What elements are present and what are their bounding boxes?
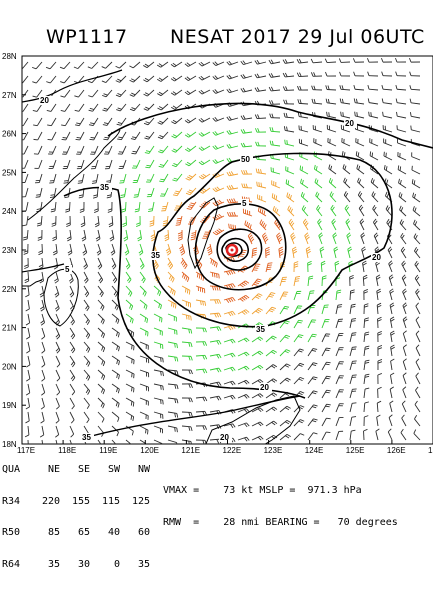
- radii-header-cell: QUA: [2, 465, 30, 476]
- storm-center-marker: [227, 245, 237, 255]
- longitude-label: 122E: [223, 446, 242, 455]
- contour-label: 20: [345, 119, 354, 128]
- contour-label: 20: [40, 96, 49, 105]
- contour-label: 50: [241, 155, 250, 164]
- radii-cell: 85: [30, 528, 60, 539]
- radii-cell: 30: [60, 560, 90, 571]
- wind-field-map: 20 35 50 5 20 35 35 35 20 20 20 5 28N 27N 26N 25N 24N 23…: [0, 0, 433, 500]
- contour-label: 20: [220, 433, 229, 442]
- longitude-label: 12: [428, 446, 433, 455]
- radii-header-cell: SW: [90, 465, 120, 476]
- radii-cell: 60: [120, 528, 150, 539]
- radii-header-cell: SE: [60, 465, 90, 476]
- contour-label: 5: [242, 199, 247, 208]
- contour-label: 5: [65, 265, 70, 274]
- radii-cell: 35: [120, 560, 150, 571]
- radii-cell: 155: [60, 497, 90, 508]
- intensity-line-vmax-mslp: VMAX = 73 kt MSLP = 971.3 hPa: [163, 486, 398, 497]
- longitude-label: 124E: [305, 446, 324, 455]
- radii-cell: 220: [30, 497, 60, 508]
- latitude-label: 24N: [2, 207, 17, 216]
- contour-label: 35: [151, 251, 160, 260]
- radii-cell: 65: [60, 528, 90, 539]
- latitude-label: 19N: [2, 401, 17, 410]
- longitude-label: 121E: [181, 446, 200, 455]
- radii-cell: 115: [90, 497, 120, 508]
- contour-label: 20: [260, 383, 269, 392]
- latitude-label: 28N: [2, 52, 17, 61]
- intensity-line-rmw-bearing: RMW = 28 nmi BEARING = 70 degrees: [163, 518, 398, 529]
- latitude-label: 23N: [2, 246, 17, 255]
- contour-label: 35: [100, 183, 109, 192]
- radii-cell: 35: [30, 560, 60, 571]
- contour-label: 35: [256, 325, 265, 334]
- radii-cell: 125: [120, 497, 150, 508]
- radii-cell: R50: [2, 528, 30, 539]
- latitude-label: 27N: [2, 91, 17, 100]
- radii-cell: 40: [90, 528, 120, 539]
- latitude-label: 25N: [2, 168, 17, 177]
- radii-cell: R64: [2, 560, 30, 571]
- radii-cell: 0: [90, 560, 120, 571]
- radii-cell: R34: [2, 497, 30, 508]
- longitude-label: 125E: [346, 446, 365, 455]
- wind-radii-map-figure: WP1117 NESAT 2017 29 Jul 06UTC: [0, 0, 433, 500]
- latitude-label: 26N: [2, 130, 17, 139]
- latitude-label: 21N: [2, 324, 17, 333]
- longitude-label: 123E: [264, 446, 283, 455]
- contour-label: 20: [372, 253, 381, 262]
- latitude-label: 22N: [2, 285, 17, 294]
- longitude-label: 126E: [387, 446, 406, 455]
- radii-header-cell: NE: [30, 465, 60, 476]
- radii-header-cell: NW: [120, 465, 150, 476]
- latitude-label: 20N: [2, 362, 17, 371]
- contour-label: 35: [82, 433, 91, 442]
- intensity-summary: VMAX = 73 kt MSLP = 971.3 hPa RMW = 28 n…: [163, 465, 398, 549]
